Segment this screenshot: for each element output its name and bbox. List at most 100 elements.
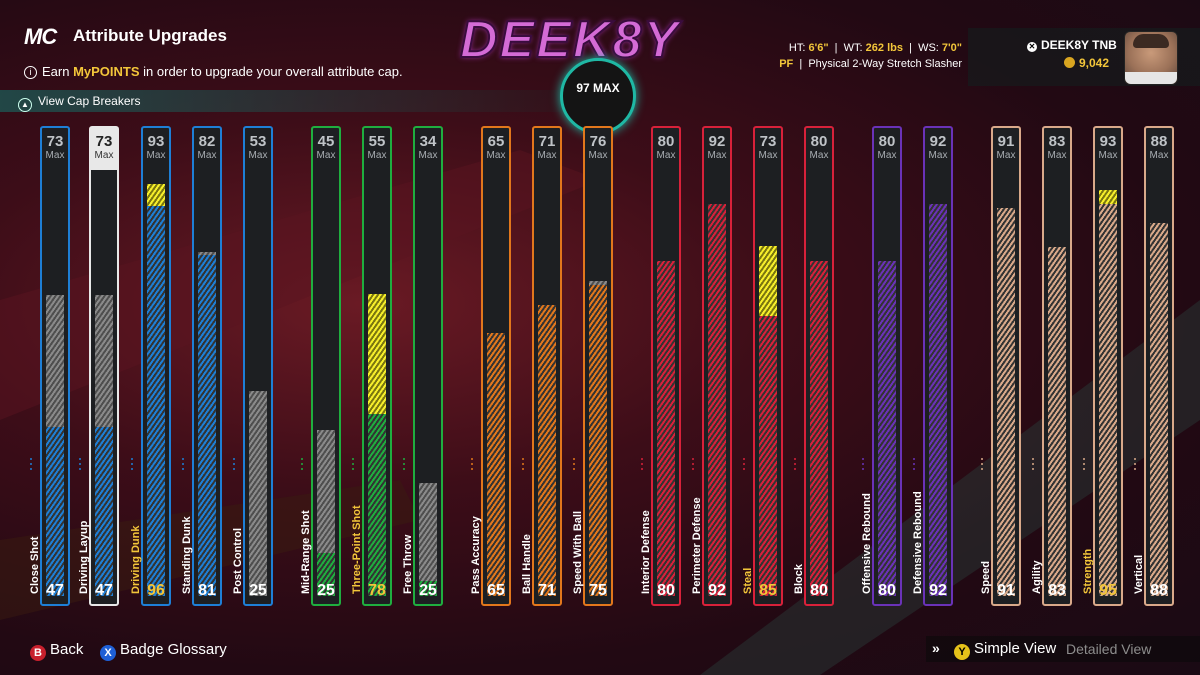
bar-max-label: Max: [45, 150, 65, 161]
bar-track: [42, 128, 68, 604]
bar-dots-icon: [641, 458, 645, 472]
info-icon: i: [24, 66, 37, 79]
bar-current-value: 92: [708, 582, 726, 599]
bar-max-label: Max: [316, 150, 336, 161]
bar-max-value: 73: [46, 133, 64, 150]
avatar: [1124, 31, 1178, 85]
bar-label: Speed: [980, 560, 992, 594]
attribute-bar-mid-range-shot[interactable]: 45 Max Mid-Range Shot 25: [300, 126, 341, 606]
bar-max-label: Max: [758, 150, 778, 161]
bar-current-value: 71: [538, 582, 556, 599]
attribute-bar-driving-dunk[interactable]: 93 Max Driving Dunk 96: [130, 126, 171, 606]
bar-fill: [878, 261, 896, 596]
bar-track: [313, 128, 339, 604]
bar-max-label: Max: [367, 150, 387, 161]
simple-view-button[interactable]: Y Simple View: [954, 640, 1056, 660]
simple-view-label: Simple View: [974, 640, 1057, 657]
attribute-bar-pass-accuracy[interactable]: 65 Max Pass Accuracy 65: [470, 126, 511, 606]
bar-max-value: 93: [147, 133, 165, 150]
bar-max-value: 83: [1048, 133, 1066, 150]
bar-label: Agility: [1031, 560, 1043, 594]
bar-current-value: 95: [1099, 582, 1117, 599]
bar-label: Perimeter Defense: [691, 497, 703, 594]
attribute-bar-offensive-rebound[interactable]: 80 Max Offensive Rebound 80: [861, 126, 902, 606]
attribute-bar-defensive-rebound[interactable]: 92 Max Defensive Rebound 92: [912, 126, 953, 606]
bar-cap: [419, 483, 437, 596]
attribute-bar-block[interactable]: 80 Max Block 80: [793, 126, 834, 606]
bar-label: Strength: [1082, 548, 1094, 594]
attribute-bar-standing-dunk[interactable]: 82 Max Standing Dunk 81: [181, 126, 222, 606]
weight-value: 262 lbs: [865, 42, 903, 54]
attribute-bar-interior-defense[interactable]: 80 Max Interior Defense 80: [640, 126, 681, 606]
bar-fill: [487, 333, 505, 596]
attribute-bar-post-control[interactable]: 53 Max Post Control 25: [232, 126, 273, 606]
attribute-bar-perimeter-defense[interactable]: 92 Max Perimeter Defense 92: [691, 126, 732, 606]
bar-current-value: 47: [46, 582, 64, 599]
bar-track: [483, 128, 509, 604]
attribute-bar-speed[interactable]: 91 Max Speed 91: [980, 126, 1021, 606]
vc-amount: 9,042: [1079, 56, 1110, 70]
bar-label: Ball Handle: [521, 534, 533, 594]
view-cap-breakers-button[interactable]: ▲ View Cap Breakers: [18, 94, 141, 112]
bar-dots-icon: [1032, 458, 1036, 472]
back-button[interactable]: B Back: [30, 641, 83, 661]
earn-prefix: Earn: [42, 64, 74, 79]
attribute-bar-three-point-shot[interactable]: 55 Max Three-Point Shot 78: [351, 126, 392, 606]
bar-max-value: 93: [1099, 133, 1117, 150]
cap-breaker-icon: ▲: [18, 98, 32, 112]
bar-dots-icon: [573, 458, 577, 472]
bar-label: Pass Accuracy: [470, 516, 482, 594]
bar-fill: [368, 382, 386, 596]
detailed-view-button[interactable]: Detailed View: [1066, 641, 1152, 657]
bar-dots-icon: [862, 458, 866, 472]
bar-dots-icon: [1134, 458, 1138, 472]
bar-current-value: 25: [249, 582, 267, 599]
overall-max-label: 97 MAX: [576, 81, 620, 95]
attribute-bar-vertical[interactable]: 88 Max Vertical 88: [1133, 126, 1174, 606]
view-toggle: » Y Simple View Detailed View: [926, 636, 1200, 662]
bar-label: Steal: [742, 567, 754, 594]
attribute-bar-agility[interactable]: 83 Max Agility 83: [1031, 126, 1072, 606]
bar-dots-icon: [403, 458, 407, 472]
bar-max-value: 71: [538, 133, 556, 150]
bar-max-label: Max: [1149, 150, 1169, 161]
attribute-bar-steal[interactable]: 73 Max Steal 85: [742, 126, 783, 606]
vc-balance: 9,042: [1064, 56, 1109, 70]
badge-glossary-button[interactable]: X Badge Glossary: [100, 641, 227, 661]
bar-dots-icon: [743, 458, 747, 472]
bar-track: [143, 128, 169, 604]
bar-label: Driving Layup: [78, 520, 90, 594]
attribute-bar-speed-with-ball[interactable]: 76 Max Speed With Ball 75: [572, 126, 613, 606]
bar-label: Interior Defense: [640, 510, 652, 594]
bar-fill: [997, 208, 1015, 596]
bar-max-label: Max: [809, 150, 829, 161]
bar-dots-icon: [692, 458, 696, 472]
y-button-icon: Y: [954, 644, 970, 660]
player-vitals: HT: 6'6" | WT: 262 lbs | WS: 7'0" PF | P…: [779, 40, 962, 72]
attribute-bar-close-shot[interactable]: 73 Max Close Shot 47: [29, 126, 70, 606]
attribute-bar-ball-handle[interactable]: 71 Max Ball Handle 71: [521, 126, 562, 606]
bar-max-label: Max: [877, 150, 897, 161]
attribute-bar-strength[interactable]: 93 Max Strength 95: [1082, 126, 1123, 606]
bar-cap: [249, 391, 267, 596]
bar-label: Vertical: [1133, 554, 1145, 594]
position-value: PF: [779, 58, 794, 70]
bar-track: [1044, 128, 1070, 604]
attribute-bar-driving-layup[interactable]: 73 Max Driving Layup 47: [78, 126, 119, 606]
footer-actions: B Back X Badge Glossary: [30, 641, 227, 661]
bar-upgrade: [1099, 190, 1117, 204]
bar-max-value: 55: [368, 133, 386, 150]
bar-max-label: Max: [146, 150, 166, 161]
attribute-bar-free-throw[interactable]: 34 Max Free Throw 25: [402, 126, 443, 606]
bar-track: [585, 128, 611, 604]
bar-fill: [46, 427, 64, 596]
bar-track: [1146, 128, 1172, 604]
bar-max-label: Max: [928, 150, 948, 161]
bar-track: [925, 128, 951, 604]
bar-current-value: 85: [759, 582, 777, 599]
bar-max-label: Max: [656, 150, 676, 161]
bar-current-value: 92: [929, 582, 947, 599]
bar-dots-icon: [352, 458, 356, 472]
bar-fill: [929, 204, 947, 596]
